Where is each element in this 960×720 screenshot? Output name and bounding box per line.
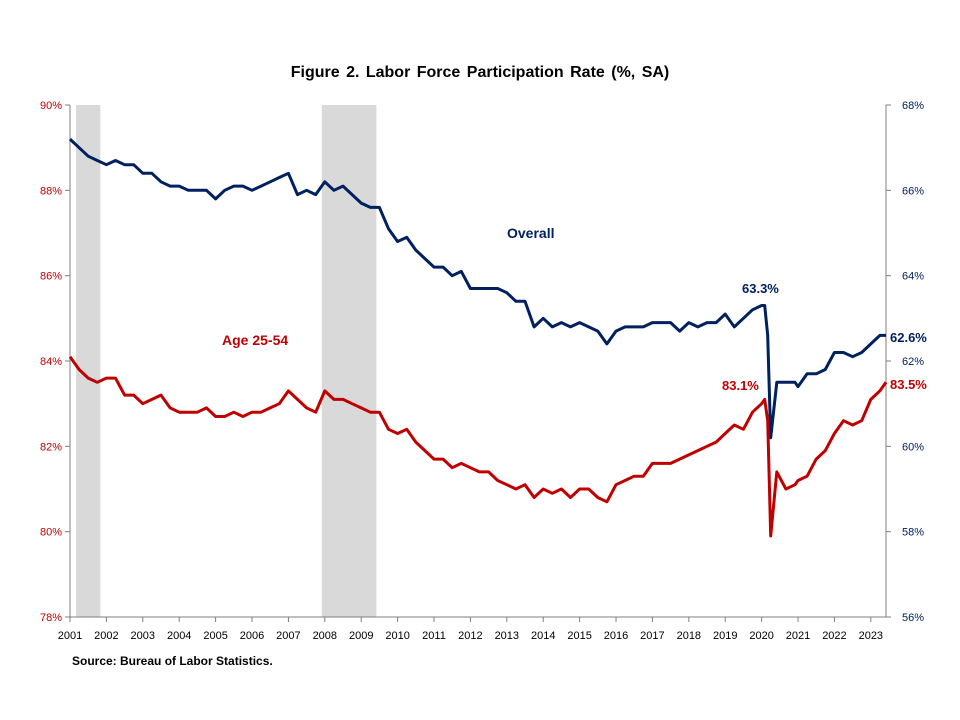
x-tick-label: 2016 xyxy=(604,630,628,642)
x-tick-label: 2009 xyxy=(349,630,373,642)
x-tick-label: 2006 xyxy=(240,630,264,642)
x-tick-label: 2010 xyxy=(385,630,409,642)
x-tick-label: 2013 xyxy=(495,630,519,642)
x-tick-label: 2002 xyxy=(94,630,118,642)
recession-band-2 xyxy=(321,105,377,617)
chart-title: Figure 2. Labor Force Participation Rate… xyxy=(290,64,670,81)
x-tick-label: 2012 xyxy=(458,630,482,642)
overall-peak-label: 63.3% xyxy=(742,281,779,296)
x-tick-label: 2008 xyxy=(313,630,337,642)
left-axis-ticks: 78% 80% 82% 84% 86% 88% 90% xyxy=(40,100,70,624)
right-tick-label: 66% xyxy=(902,185,924,197)
x-tick-label: 2019 xyxy=(713,630,737,642)
x-tick-label: 2023 xyxy=(859,630,883,642)
overall-series-label: Overall xyxy=(507,225,554,241)
left-tick-label: 82% xyxy=(40,441,62,453)
left-tick-label: 90% xyxy=(40,100,62,112)
x-axis-ticks: 2001 2002 2003 2004 2005 2006 2007 2008 2009 2010… xyxy=(58,617,883,642)
left-tick-label: 88% xyxy=(40,185,62,197)
right-tick-label: 58% xyxy=(902,527,924,539)
recession-band-1 xyxy=(76,105,101,617)
right-axis-ticks: 56% 58% 60% 62% 64% 66% 68% xyxy=(886,100,924,624)
x-tick-label: 2022 xyxy=(822,630,846,642)
x-tick-label: 2011 xyxy=(422,630,446,642)
left-tick-label: 80% xyxy=(40,527,62,539)
x-tick-label: 2018 xyxy=(677,630,701,642)
source-note: Source: Bureau of Labor Statistics. xyxy=(72,654,273,668)
x-tick-label: 2005 xyxy=(203,630,227,642)
left-tick-label: 78% xyxy=(40,612,62,624)
right-tick-label: 64% xyxy=(902,271,924,283)
prime-age-series-line xyxy=(68,355,888,538)
prime-last-label: 83.5% xyxy=(890,377,927,392)
x-tick-label: 2001 xyxy=(58,630,82,642)
x-tick-label: 2014 xyxy=(531,630,555,642)
left-tick-label: 84% xyxy=(40,356,62,368)
x-tick-label: 2017 xyxy=(640,630,664,642)
x-tick-label: 2004 xyxy=(167,630,191,642)
left-tick-label: 86% xyxy=(40,271,62,283)
right-tick-label: 62% xyxy=(902,356,924,368)
chart-axes xyxy=(69,105,887,618)
recession-shading xyxy=(76,105,377,617)
series-lines xyxy=(68,138,888,538)
right-tick-label: 60% xyxy=(902,441,924,453)
right-tick-label: 56% xyxy=(902,612,924,624)
x-tick-label: 2020 xyxy=(749,630,773,642)
overall-last-label: 62.6% xyxy=(890,330,927,345)
prime-age-series-label: Age 25-54 xyxy=(222,332,288,348)
prime-peak-label: 83.1% xyxy=(722,378,759,393)
right-tick-label: 68% xyxy=(902,100,924,112)
x-tick-label: 2015 xyxy=(567,630,591,642)
overall-series-line xyxy=(68,138,886,440)
x-tick-label: 2003 xyxy=(131,630,155,642)
x-tick-label: 2021 xyxy=(786,630,810,642)
x-tick-label: 2007 xyxy=(276,630,300,642)
